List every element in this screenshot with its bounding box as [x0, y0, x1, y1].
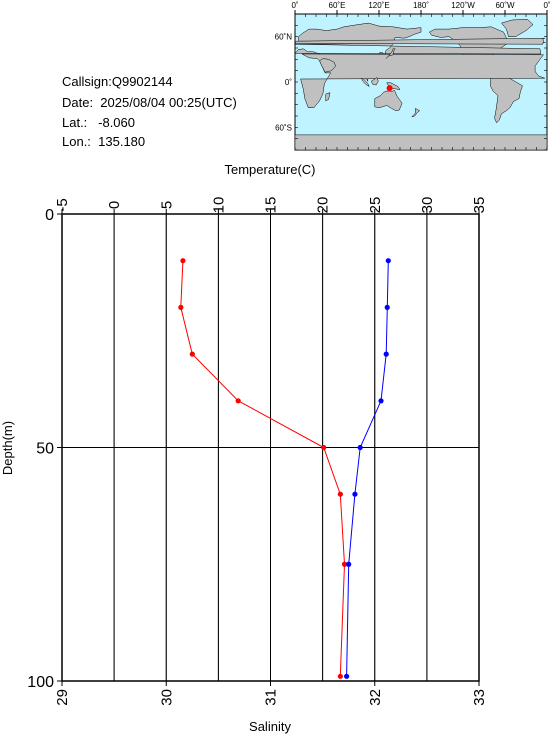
- land-arabia: [319, 58, 336, 73]
- temperature-point: [189, 351, 195, 357]
- map-latitude-ticks: 60˚N 0˚ 60˚S: [275, 13, 547, 151]
- land-madagascar: [325, 92, 331, 102]
- temperature-tick-label: 0: [106, 201, 123, 209]
- temperature-tick-label: 35: [471, 197, 488, 214]
- land-africa: [300, 53, 545, 108]
- land-greenland: [501, 19, 534, 37]
- salinity-point: [385, 258, 391, 264]
- temperature-profile-line: [180, 260, 346, 677]
- salinity-tick-label: 31: [263, 689, 280, 706]
- temperature-point: [235, 398, 241, 404]
- map-lat-tick-label: 0˚: [285, 78, 292, 87]
- land-borneo: [370, 77, 379, 86]
- land-uk: [294, 37, 545, 45]
- map-lat-tick-label: 60˚S: [275, 123, 292, 132]
- depth-axis-label: Depth(m): [0, 421, 15, 475]
- salinity-point: [378, 398, 384, 404]
- temperature-ticks: -5 0 5 10 15 20 25 30 35: [54, 197, 488, 214]
- salinity-ticks: 29 30 31 32 33: [54, 681, 488, 706]
- temperature-tick-label: 5: [158, 201, 175, 209]
- temperature-point: [178, 304, 184, 310]
- salinity-point: [352, 491, 358, 497]
- date-label: Date: 2025/08/04 00:25(UTC): [62, 95, 237, 110]
- land-japan: [385, 48, 396, 59]
- latitude-label: Lat.: -8.060: [62, 115, 135, 130]
- map-lon-tick-label: 60˚W: [495, 1, 515, 10]
- salinity-tick-label: 29: [54, 689, 71, 706]
- temperature-point: [180, 258, 186, 264]
- map-lon-tick-label: 0˚: [291, 1, 298, 10]
- salinity-point: [384, 304, 390, 310]
- location-map: 0˚ 60˚E 120˚E 180˚ 120˚W 60˚W 0˚ 60˚N 0˚ 60˚S: [275, 1, 551, 151]
- temperature-tick-label: 15: [263, 197, 280, 214]
- map-lon-tick-label: 120˚E: [368, 1, 389, 10]
- temperature-axis-label: Temperature(C): [224, 162, 315, 177]
- salinity-point: [346, 561, 352, 567]
- depth-tick-label: 100: [27, 674, 54, 691]
- salinity-axis-label: Salinity: [249, 719, 291, 734]
- longitude-label: Lon.: 135.180: [62, 134, 146, 149]
- depth-ticks: 0 50 100: [27, 207, 62, 691]
- temperature-tick-label: -5: [54, 198, 71, 211]
- land-new-zealand: [411, 107, 421, 118]
- temperature-tick-label: 10: [210, 197, 227, 214]
- salinity-profile-line: [346, 260, 389, 677]
- map-lon-tick-label: 120˚W: [451, 1, 475, 10]
- callsign-label: Callsign:Q9902144: [62, 74, 173, 89]
- map-lon-tick-label: 0˚: [543, 1, 550, 10]
- map-lon-tick-label: 60˚E: [329, 1, 346, 10]
- plot-frame: [61, 213, 480, 682]
- land-australia: [374, 89, 403, 111]
- salinity-tick-label: 32: [367, 689, 384, 706]
- temperature-tick-label: 25: [367, 197, 384, 214]
- map-longitude-ticks: 0˚ 60˚E 120˚E 180˚ 120˚W 60˚W 0˚: [291, 1, 551, 150]
- float-location-marker: [386, 85, 393, 92]
- temperature-point: [337, 673, 343, 679]
- salinity-point: [383, 351, 389, 357]
- land-south-america: [490, 72, 523, 124]
- depth-tick-label: 0: [45, 207, 54, 224]
- salinity-tick-label: 30: [158, 689, 175, 706]
- salinity-point: [357, 444, 363, 451]
- salinity-point: [344, 673, 350, 679]
- temperature-tick-label: 30: [419, 197, 436, 214]
- map-lat-tick-label: 60˚N: [275, 33, 293, 42]
- land-sumatra: [361, 77, 370, 88]
- map-land: [294, 19, 548, 151]
- map-lon-tick-label: 180˚: [413, 1, 429, 10]
- depth-tick-label: 50: [36, 441, 54, 458]
- temperature-point: [337, 491, 343, 497]
- temperature-point: [341, 561, 348, 567]
- temperature-tick-label: 20: [315, 197, 332, 214]
- temperature-point: [321, 444, 327, 451]
- salinity-tick-label: 33: [471, 689, 488, 706]
- series-layer: [178, 258, 391, 679]
